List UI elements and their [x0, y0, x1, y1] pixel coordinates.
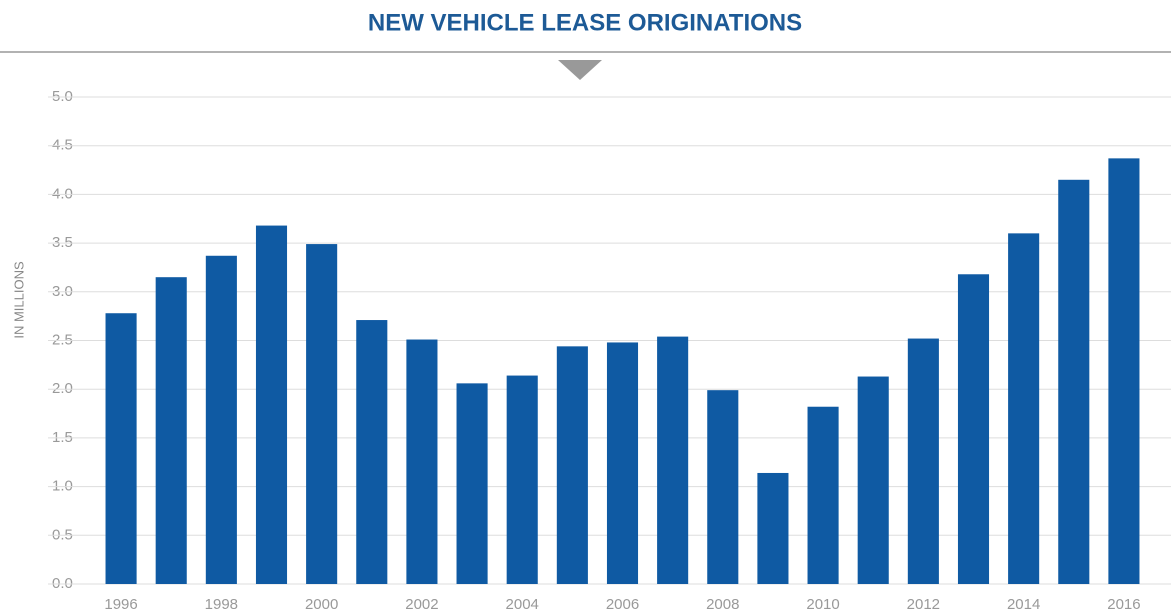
bar — [1108, 158, 1139, 584]
bar — [607, 342, 638, 584]
y-tick-label: 5.0 — [52, 88, 73, 105]
x-tick-label: 2000 — [305, 596, 338, 613]
bar — [1008, 233, 1039, 584]
bar — [557, 346, 588, 584]
y-tick-label: 4.0 — [52, 185, 73, 202]
bar — [457, 383, 488, 584]
bar — [958, 274, 989, 584]
x-tick-label: 2008 — [706, 596, 739, 613]
bar — [256, 226, 287, 584]
bar — [1058, 180, 1089, 584]
bar — [406, 340, 437, 584]
x-tick-label: 2012 — [907, 596, 940, 613]
y-tick-label: 0.5 — [52, 526, 73, 543]
bar — [757, 473, 788, 584]
bar — [306, 244, 337, 584]
bar — [507, 376, 538, 584]
x-tick-label: 2014 — [1007, 596, 1040, 613]
header-chevron — [558, 60, 602, 80]
bar — [657, 337, 688, 584]
bar — [106, 313, 137, 584]
y-tick-label: 1.5 — [52, 429, 73, 446]
bar — [356, 320, 387, 584]
bar — [206, 256, 237, 584]
y-tick-label: 3.5 — [52, 234, 73, 251]
x-tick-label: 2006 — [606, 596, 639, 613]
x-tick-label: 1998 — [205, 596, 238, 613]
y-tick-label: 2.5 — [52, 331, 73, 348]
chart: NEW VEHICLE LEASE ORIGINATIONS IN MILLIO… — [0, 0, 1171, 615]
y-tick-label: 1.0 — [52, 478, 73, 495]
bar — [707, 390, 738, 584]
chart-title: NEW VEHICLE LEASE ORIGINATIONS — [368, 9, 802, 36]
x-tick-label: 2004 — [506, 596, 539, 613]
y-tick-label: 0.0 — [52, 575, 73, 592]
x-tick-label: 1996 — [104, 596, 137, 613]
y-tick-label: 4.5 — [52, 137, 73, 154]
bar — [808, 407, 839, 584]
y-tick-label: 3.0 — [52, 283, 73, 300]
x-tick-label: 2016 — [1107, 596, 1140, 613]
x-tick-label: 2010 — [806, 596, 839, 613]
y-axis-label: IN MILLIONS — [11, 261, 26, 339]
x-tick-label: 2002 — [405, 596, 438, 613]
bar — [156, 277, 187, 584]
bar — [908, 339, 939, 584]
y-tick-label: 2.0 — [52, 380, 73, 397]
bar — [858, 377, 889, 584]
